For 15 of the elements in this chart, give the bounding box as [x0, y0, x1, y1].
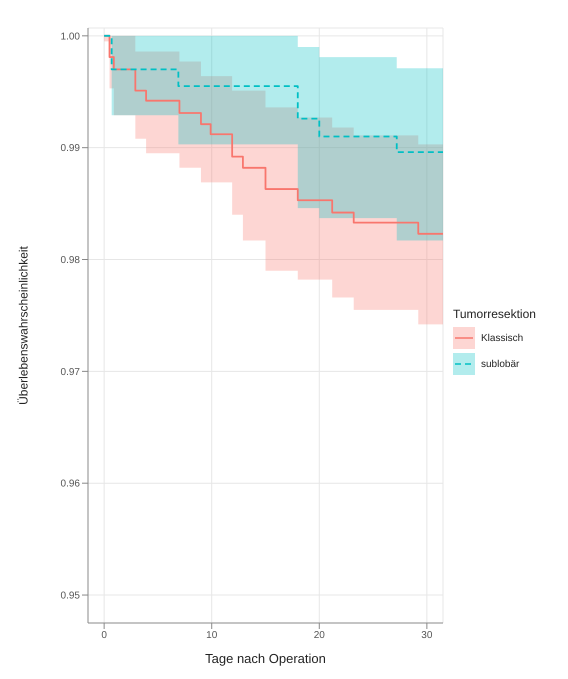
- y-tick-label: 1.00: [60, 31, 80, 42]
- legend-title: Tumorresektion: [453, 307, 536, 321]
- x-tick-label: 10: [206, 630, 218, 642]
- y-tick-label: 0.95: [60, 590, 80, 602]
- y-axis-title: Überlebenswahrscheinlichkeit: [16, 245, 30, 405]
- x-tick-label: 30: [421, 630, 433, 642]
- x-tick-label: 0: [101, 630, 108, 642]
- x-axis-title: Tage nach Operation: [205, 651, 326, 666]
- x-tick-label: 20: [314, 630, 326, 642]
- y-tick-label: 0.97: [60, 366, 80, 378]
- y-tick-label: 0.98: [60, 255, 80, 266]
- y-tick-label: 0.96: [60, 478, 80, 490]
- legend-label: sublobär: [481, 358, 520, 370]
- legend-label: Klassisch: [481, 332, 524, 344]
- y-tick-label: 0.99: [60, 143, 80, 154]
